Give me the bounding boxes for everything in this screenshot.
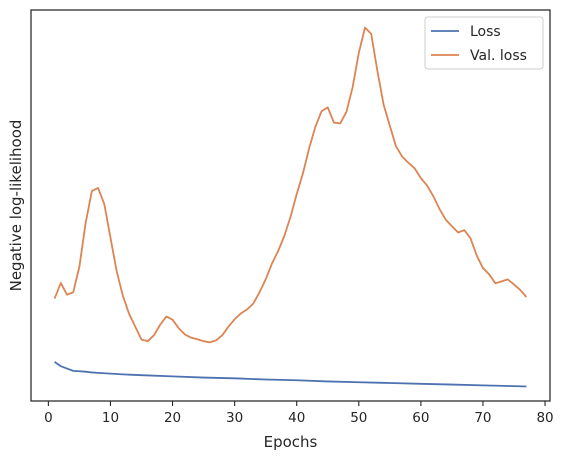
series-line-val-loss xyxy=(53,26,528,344)
plot-area xyxy=(53,26,528,388)
x-tick-label: 10 xyxy=(102,410,119,426)
legend: Loss Val. loss xyxy=(424,16,544,70)
x-tick-label: 20 xyxy=(164,410,181,426)
legend-label-val-loss: Val. loss xyxy=(470,48,527,64)
axes-frame xyxy=(30,9,551,402)
x-tick-label: 50 xyxy=(350,410,367,426)
x-tick-label: 70 xyxy=(474,410,491,426)
x-tick-label: 0 xyxy=(44,410,53,426)
x-tick-label: 40 xyxy=(288,410,305,426)
x-tick-label: 80 xyxy=(536,410,553,426)
x-axis-label: Epochs xyxy=(264,433,318,451)
x-tick-label: 60 xyxy=(412,410,429,426)
legend-label-loss: Loss xyxy=(470,24,501,40)
legend-box xyxy=(424,16,544,70)
series-line-loss xyxy=(54,361,527,388)
x-axis: 0 10 20 30 40 50 60 70 80 xyxy=(44,401,554,426)
x-tick-label: 30 xyxy=(226,410,243,426)
y-axis-label: Negative log-likelihood xyxy=(7,120,25,292)
